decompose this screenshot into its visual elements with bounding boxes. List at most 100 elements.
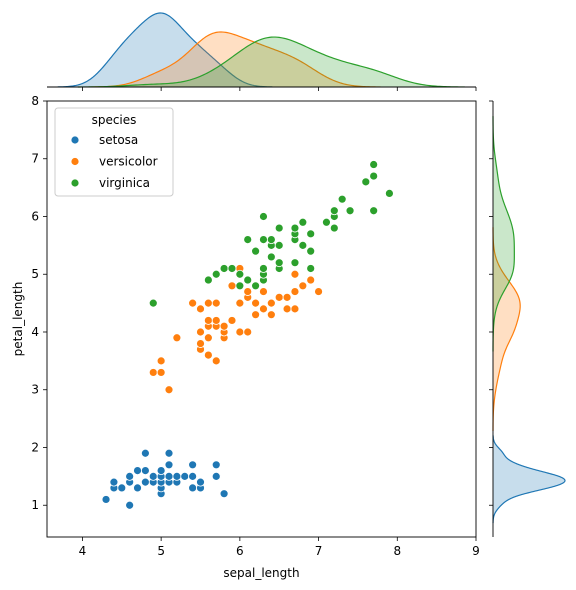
scatter-point (211, 269, 221, 279)
scatter-point (133, 483, 142, 493)
scatter-point (290, 269, 300, 279)
right-kde-line-setosa (492, 435, 566, 524)
y-axis: 1 2 3 4 5 6 7 8 (31, 94, 47, 512)
scatter-point (211, 471, 221, 481)
scatter-point (164, 471, 174, 481)
scatter-point (282, 304, 292, 314)
scatter-point (329, 223, 339, 233)
y-tick-label: 8 (31, 94, 39, 108)
scatter-point (196, 339, 205, 348)
scatter-point (290, 258, 300, 268)
x-tick-label: 7 (315, 544, 323, 558)
scatter-point (188, 483, 198, 493)
y-axis-title: petal_length (11, 282, 25, 357)
scatter-point (196, 477, 205, 487)
scatter-point (243, 327, 253, 337)
y-tick-label: 3 (31, 383, 39, 397)
x-axis: 4 5 6 7 8 9 (79, 537, 480, 558)
scatter-point (140, 466, 150, 475)
scatter-point (251, 310, 261, 320)
legend: species setosa versicolor virginica (54, 107, 174, 197)
scatter-point (314, 287, 323, 296)
scatter-point (282, 292, 292, 302)
legend-marker-versicolor (70, 157, 80, 166)
plot-frame (46, 100, 477, 538)
scatter-point (290, 287, 300, 296)
scatter-point (203, 275, 213, 285)
top-kde-fill-setosa (57, 13, 273, 87)
scatter-point (203, 298, 213, 308)
scatter-point (235, 269, 245, 279)
scatter-point (298, 281, 308, 291)
scatter-panel: 4 5 6 7 8 9 1 2 3 4 5 6 7 8 sepal_length petal_length sp… (11, 94, 480, 580)
top-kde-line-virginica (77, 36, 465, 88)
scatter-point (219, 321, 229, 331)
scatter-point (196, 304, 205, 314)
scatter-point (203, 350, 213, 360)
scatter-point (345, 206, 355, 216)
scatter-point (172, 333, 182, 343)
scatter-point (148, 471, 158, 481)
legend-marker-virginica (70, 178, 80, 188)
scatter-point (251, 246, 261, 256)
legend-entry-setosa: setosa (99, 133, 138, 147)
legend-title: species (92, 113, 137, 127)
scatter-point (290, 223, 300, 233)
scatter-point (274, 223, 284, 233)
scatter-point (101, 495, 111, 504)
scatter-point (172, 471, 182, 481)
y-tick-label: 1 (31, 498, 39, 512)
scatter-point (211, 356, 221, 366)
top-kde-line-versicolor (91, 31, 381, 88)
scatter-point (266, 310, 276, 320)
scatter-point (306, 264, 316, 273)
scatter-point (227, 316, 237, 325)
scatter-point (140, 477, 150, 487)
y-tick-label: 6 (31, 209, 39, 223)
x-tick-label: 4 (79, 544, 87, 558)
series-versicolor (148, 264, 323, 395)
scatter-point (235, 298, 245, 308)
scatter-point (148, 368, 158, 377)
scatter-point (188, 460, 198, 470)
x-tick-label: 9 (472, 544, 480, 558)
scatter-point (219, 489, 229, 499)
scatter-point (125, 500, 135, 510)
scatter-point (243, 275, 253, 285)
legend-entry-virginica: virginica (99, 176, 150, 190)
scatter-point (188, 471, 198, 481)
right-kde-fill-virginica (493, 116, 515, 352)
scatter-point (140, 448, 150, 458)
scatter-point (337, 194, 347, 204)
scatter-point (243, 287, 253, 296)
scatter-point (306, 275, 316, 285)
scatter-point (148, 298, 158, 308)
right-marginal-kde (489, 100, 566, 537)
scatter-point (266, 298, 276, 308)
scatter-point (203, 333, 213, 343)
scatter-point (211, 298, 221, 308)
scatter-point (274, 240, 284, 250)
right-kde-line-versicolor (492, 227, 521, 431)
scatter-point (369, 160, 379, 169)
legend-marker-setosa (70, 135, 80, 145)
scatter-point (235, 327, 245, 337)
scatter-point (196, 327, 205, 337)
scatter-point (259, 304, 268, 314)
scatter-point (274, 258, 284, 268)
scatter-point (235, 281, 245, 291)
scatter-point (156, 368, 166, 377)
scatter-point (290, 304, 300, 314)
scatter-point (298, 217, 308, 227)
scatter-point (306, 229, 316, 239)
scatter-point (227, 264, 237, 273)
scatter-point (227, 281, 237, 291)
right-kde-fill-setosa (493, 435, 565, 524)
scatter-point (243, 235, 253, 245)
legend-box (54, 107, 174, 197)
legend-entry-versicolor: versicolor (99, 155, 158, 169)
scatter-point (259, 264, 268, 273)
x-axis-title: sepal_length (223, 566, 299, 580)
scatter-point (266, 252, 276, 262)
